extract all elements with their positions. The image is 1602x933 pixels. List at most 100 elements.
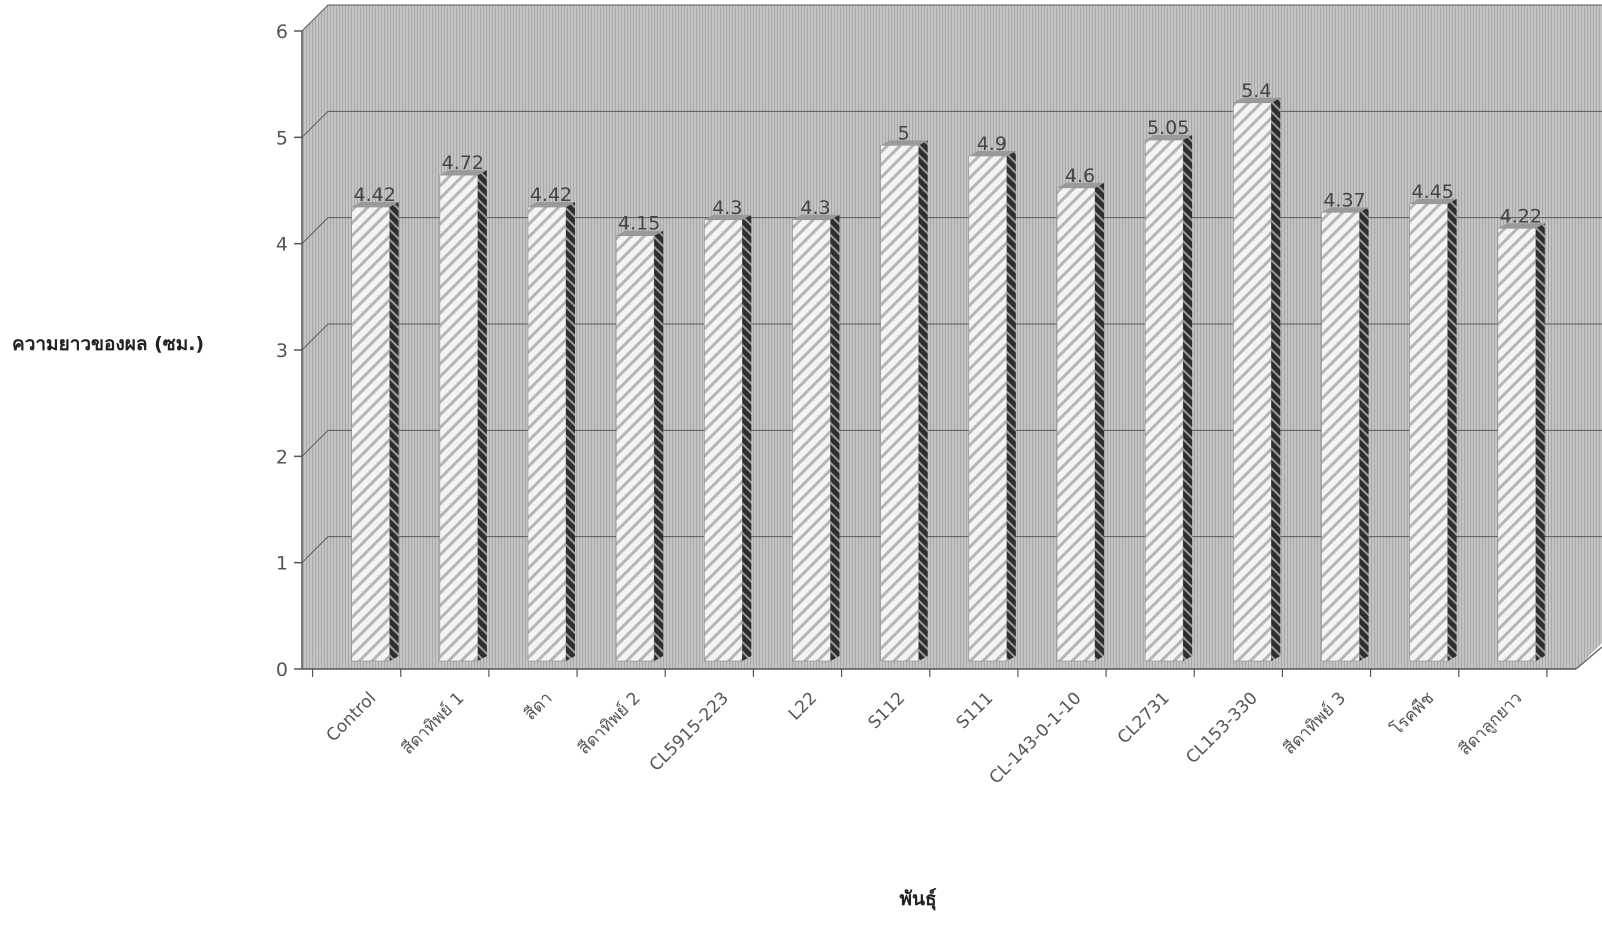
- category-label: CL5915-223: [646, 688, 733, 775]
- bar-top: [616, 230, 664, 236]
- bar-front: [1233, 102, 1272, 662]
- data-label: 4.3: [800, 197, 830, 219]
- bars: [351, 97, 1545, 662]
- bar-front: [527, 206, 567, 662]
- bar: [1144, 135, 1193, 662]
- bar-front: [351, 206, 390, 662]
- bar: [1233, 97, 1281, 662]
- category-label: สีดาทิพย์ 2: [574, 688, 644, 758]
- bar-side: [565, 202, 575, 662]
- data-label: 4.72: [442, 152, 484, 174]
- bar-top: [527, 202, 575, 208]
- bar: [704, 214, 752, 662]
- gridline: [301, 4, 1602, 32]
- bar-top: [1056, 182, 1104, 188]
- bar-top: [1497, 223, 1545, 229]
- bar-front: [704, 219, 743, 662]
- bar-side: [654, 230, 664, 661]
- gridline: [301, 110, 1602, 138]
- data-label: 4.42: [530, 184, 572, 206]
- y-tick-label: 1: [276, 553, 288, 575]
- bar-side: [477, 170, 487, 661]
- bar-front: [1056, 187, 1096, 662]
- bar: [1409, 198, 1457, 662]
- bar-side: [1183, 135, 1193, 661]
- bar: [527, 202, 575, 662]
- y-tick-label: 5: [276, 127, 288, 149]
- bar: [880, 140, 928, 662]
- category-label: CL2731: [1114, 688, 1174, 748]
- chart-walls: [302, 5, 1602, 669]
- bar-side: [918, 140, 928, 662]
- bar-top: [1409, 198, 1457, 204]
- bar-top: [1145, 135, 1193, 141]
- data-label: 4.9: [977, 133, 1007, 155]
- bar-top: [704, 214, 752, 220]
- bar: [351, 202, 399, 662]
- bar-top: [1321, 207, 1369, 213]
- floor-edge: [1575, 646, 1602, 670]
- category-label: Control: [323, 688, 381, 746]
- bar-side: [1447, 198, 1457, 662]
- bar-side: [1271, 97, 1281, 662]
- bar-side: [1006, 150, 1016, 661]
- bar-side: [1535, 223, 1545, 662]
- category-label: S112: [864, 688, 909, 733]
- category-label: CL-143-0-1-10: [986, 688, 1086, 788]
- y-tick-label: 3: [276, 340, 288, 362]
- bar: [1497, 223, 1545, 662]
- bar: [1321, 207, 1369, 662]
- data-label: 4.22: [1500, 205, 1542, 227]
- bar-side: [830, 214, 840, 661]
- bar-front: [1409, 203, 1448, 662]
- bar-top: [880, 140, 928, 146]
- bar: [615, 230, 664, 662]
- bar-top: [968, 150, 1016, 156]
- data-label: 5.05: [1147, 117, 1189, 139]
- x-axis-title: พันธุ์: [899, 888, 936, 911]
- bar: [792, 214, 840, 662]
- y-tick-label: 2: [276, 446, 288, 468]
- bar-side: [1094, 182, 1104, 661]
- bar-front: [1144, 139, 1184, 662]
- category-label: CL153-330: [1182, 688, 1261, 767]
- bar: [439, 170, 487, 662]
- data-labels: 4.42 4.72 4.42 4.15 4.3 4.3 5 4.9 4.6 5.05 5.4 4.37…: [354, 80, 1542, 235]
- bar-front: [968, 155, 1008, 662]
- data-label: 4.3: [712, 197, 742, 219]
- bar-top: [1233, 97, 1281, 103]
- data-label: 5: [898, 122, 910, 144]
- category-label: L22: [785, 688, 821, 724]
- data-label: 5.4: [1241, 80, 1271, 102]
- bar-top: [439, 170, 487, 176]
- data-label: 4.6: [1065, 165, 1095, 187]
- y-axis: 0 1 2 3 4 5 6: [276, 21, 303, 681]
- bar-side: [742, 214, 752, 661]
- category-label: สีดา: [520, 688, 556, 724]
- bar-front: [615, 235, 655, 662]
- category-label: โรคพืช: [1386, 688, 1438, 740]
- category-label: สีดาลูกยาว: [1455, 688, 1526, 759]
- bar-front: [1321, 212, 1360, 662]
- y-tick-label: 4: [276, 234, 288, 256]
- y-tick-label: 6: [276, 21, 288, 43]
- data-label: 4.37: [1323, 189, 1365, 211]
- bar-front: [1497, 227, 1537, 662]
- category-label: สีดาทิพย์ 1: [398, 688, 468, 758]
- bar-front: [792, 219, 831, 662]
- bar-side: [1359, 207, 1369, 661]
- bar: [968, 150, 1016, 662]
- data-label: 4.15: [618, 213, 660, 235]
- bar-top: [792, 214, 840, 220]
- data-label: 4.45: [1411, 181, 1453, 203]
- bar-front: [439, 174, 479, 662]
- category-label: สีดาทิพย์ 3: [1280, 688, 1350, 758]
- floor: [302, 643, 1602, 669]
- bar: [1056, 182, 1104, 662]
- data-label: 4.42: [354, 184, 396, 206]
- bar-front: [880, 145, 919, 662]
- bar-top: [351, 202, 399, 208]
- bar-side: [389, 202, 399, 662]
- y-axis-title: ความยาวของผล (ซม.): [12, 333, 204, 355]
